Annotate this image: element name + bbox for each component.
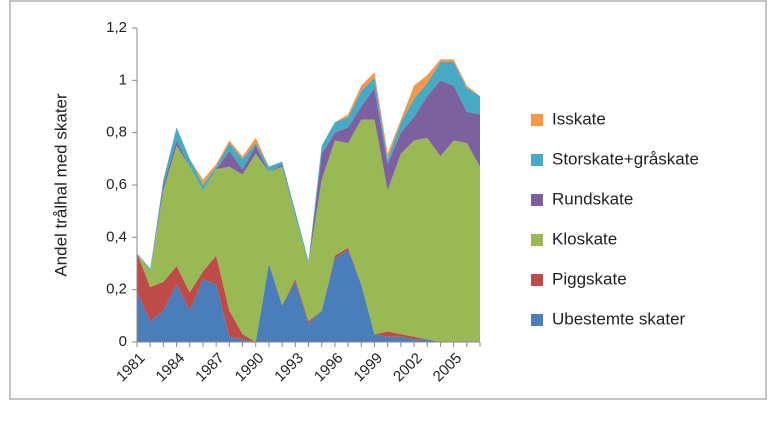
y-tick-label: 0,4 [106, 228, 127, 245]
legend-label: Kloskate [552, 229, 617, 248]
y-tick-label: 0,8 [106, 124, 127, 141]
y-tick-label: 0,6 [106, 176, 127, 193]
y-axis-title: Andel trålhal med skater [51, 93, 70, 277]
y-tick-label: 1,2 [106, 19, 127, 36]
x-tick-label: 1996 [311, 350, 347, 386]
legend-swatch [531, 114, 543, 126]
x-tick-label: 1999 [350, 350, 386, 386]
x-tick-label: 1984 [153, 350, 189, 386]
legend-swatch [531, 194, 543, 206]
legend-label: Storskate+gråskate [552, 149, 699, 168]
area [137, 119, 480, 342]
legend-swatch [531, 234, 543, 246]
area [137, 247, 480, 342]
legend-label: Ubestemte skater [552, 309, 686, 328]
y-tick-label: 0,2 [106, 281, 127, 298]
x-tick-label: 1981 [113, 350, 149, 386]
x-tick-label: 1990 [232, 350, 268, 386]
legend-swatch [531, 314, 543, 326]
y-tick-label: 1 [119, 71, 127, 88]
legend-swatch [531, 274, 543, 286]
legend-label: Isskate [552, 109, 606, 128]
area [137, 250, 480, 342]
chart-border [9, 0, 767, 400]
legend-label: Piggskate [552, 269, 627, 288]
legend-label: Rundskate [552, 189, 633, 208]
x-tick-label: 2005 [430, 350, 466, 386]
area [137, 80, 480, 272]
x-tick-label: 2002 [390, 350, 426, 386]
x-tick-label: 1987 [192, 350, 228, 386]
x-tick-label: 1993 [271, 350, 307, 386]
legend-swatch [531, 154, 543, 166]
y-tick-label: 0 [119, 333, 127, 350]
